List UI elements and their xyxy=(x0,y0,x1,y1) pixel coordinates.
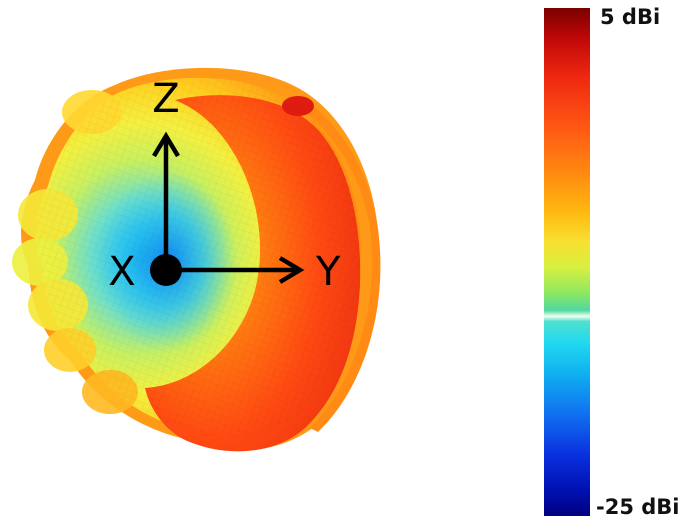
pattern-rim xyxy=(300,100,381,432)
colorbar-gradient xyxy=(544,8,590,516)
colorbar: 5 dBi -25 dBi xyxy=(544,5,680,519)
y-axis-label: Y xyxy=(315,249,341,295)
y-axis-arrowhead xyxy=(278,256,305,284)
x-axis-origin-dot xyxy=(150,254,182,286)
colorbar-min-label: -25 dBi xyxy=(596,495,680,519)
coordinate-axes: Z Y X xyxy=(108,76,341,295)
colorbar-max-label: 5 dBi xyxy=(600,5,660,29)
x-axis-label: X xyxy=(108,249,135,295)
pattern-mesh xyxy=(35,77,361,439)
z-axis-arrowhead xyxy=(152,131,180,158)
z-axis-label: Z xyxy=(152,76,179,122)
